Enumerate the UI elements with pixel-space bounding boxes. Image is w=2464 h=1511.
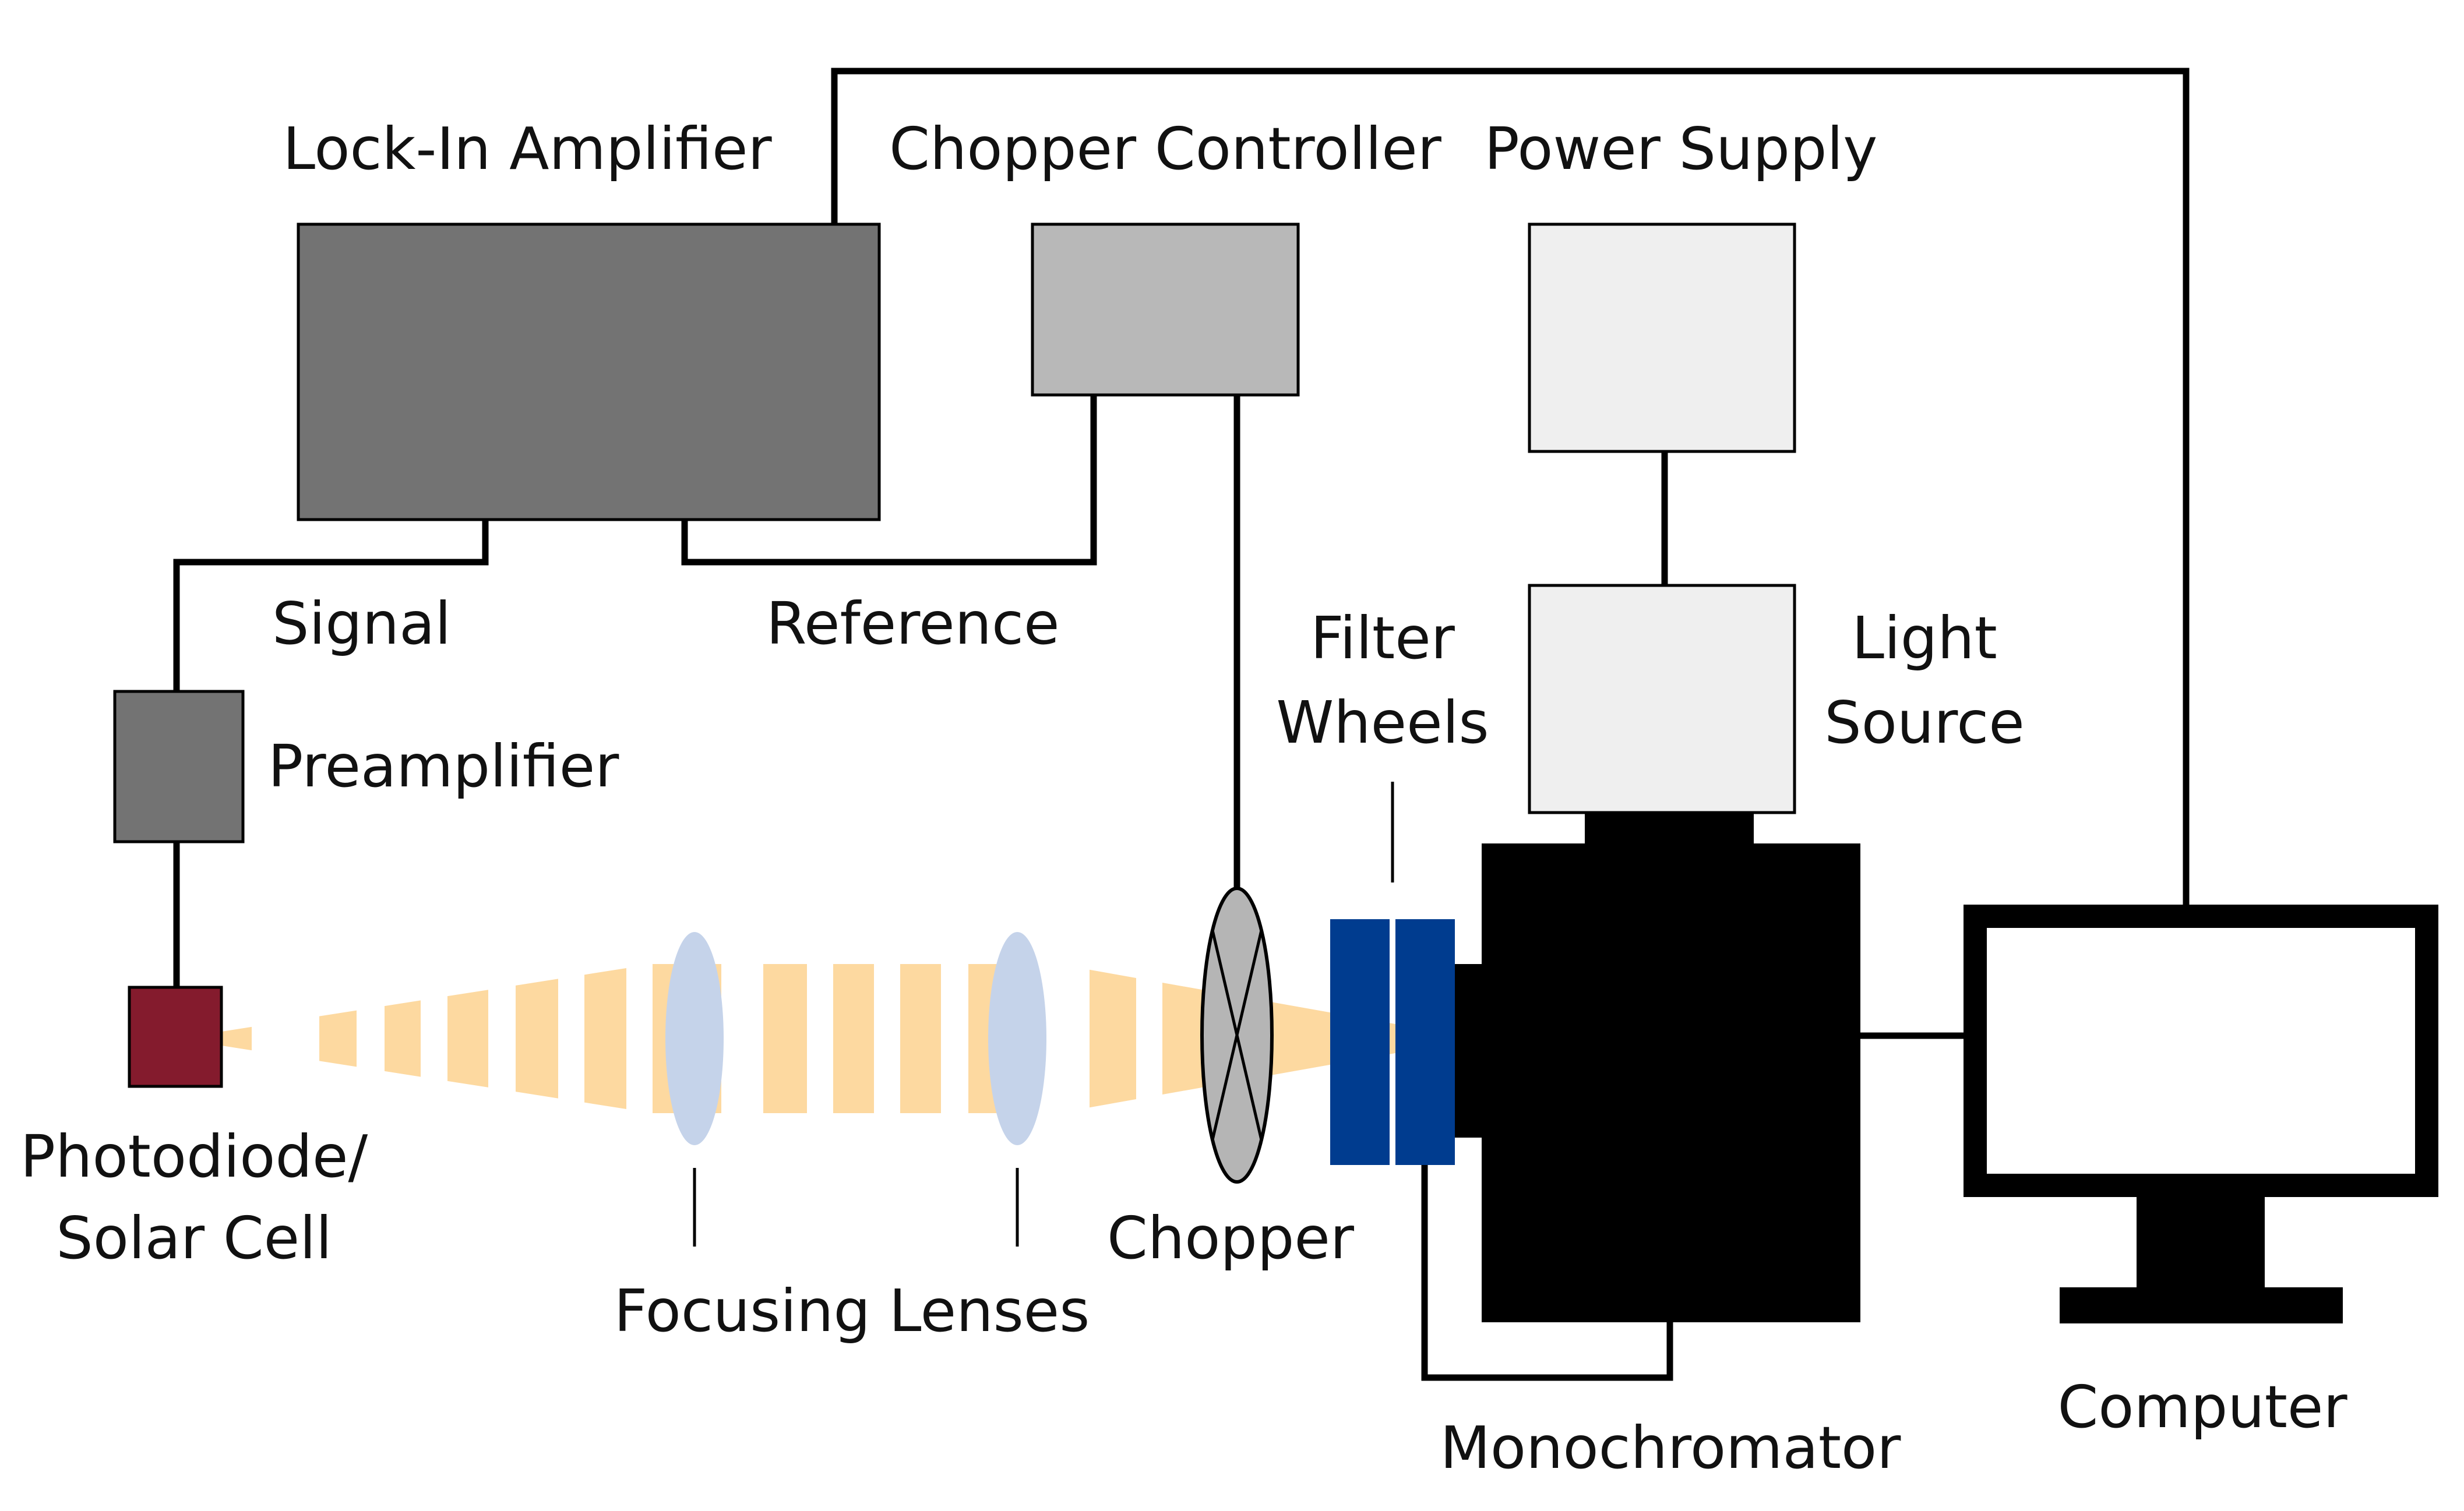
filter-wheels [1330,919,1455,1165]
preamplifier-box [113,690,245,843]
label-power-supply: Power Supply [1485,115,1878,183]
label-source: Source [1824,689,2024,757]
wire-reference [681,394,1097,566]
light-source-box [1528,584,1796,814]
beam-segment [319,1010,357,1067]
chopper-wheel [1200,887,1274,1184]
label-preamplifier: Preamplifier [268,732,619,800]
label-signal: Signal [272,589,451,658]
photodiode-box [128,986,223,1088]
beam-segment [1090,969,1136,1108]
wire-filter-to-monochromator [1421,1164,1673,1381]
beam-segment [516,979,558,1099]
beam-segment [763,964,807,1113]
label-filter: Filter [1310,604,1455,672]
label-chopper-controller: Chopper Controller [889,115,1442,183]
wire-lockin-to-computer [831,68,2190,909]
wires [173,68,2190,1381]
label-photodiode: Photodiode/ [20,1122,368,1191]
beam-segment [584,968,626,1109]
label-solar-cell: Solar Cell [56,1204,332,1272]
label-wheels: Wheels [1276,689,1489,757]
focusing-lens-1 [665,932,724,1145]
label-computer: Computer [2057,1373,2347,1441]
lock-in-amplifier-box [297,223,881,521]
computer-monitor-icon [1964,905,2438,1323]
label-monochromator: Monochromator [1440,1414,1902,1482]
label-light: Light [1852,604,1997,672]
label-focusing-lenses: Focusing Lenses [614,1277,1090,1345]
power-supply-box [1528,223,1796,453]
beam-segment [221,1026,252,1051]
monochromator-body [1451,811,1860,1322]
label-chopper: Chopper [1107,1204,1355,1272]
label-reference: Reference [766,589,1060,658]
focusing-lens-2 [988,932,1046,1145]
wire-signal [173,518,489,691]
beam-segment [385,1000,421,1077]
beam-segment [447,990,488,1088]
label-lock-in-amplifier: Lock-In Amplifier [283,115,772,183]
beam-segment [833,964,874,1113]
chopper-controller-box [1031,223,1300,397]
beam-segment [900,964,941,1113]
